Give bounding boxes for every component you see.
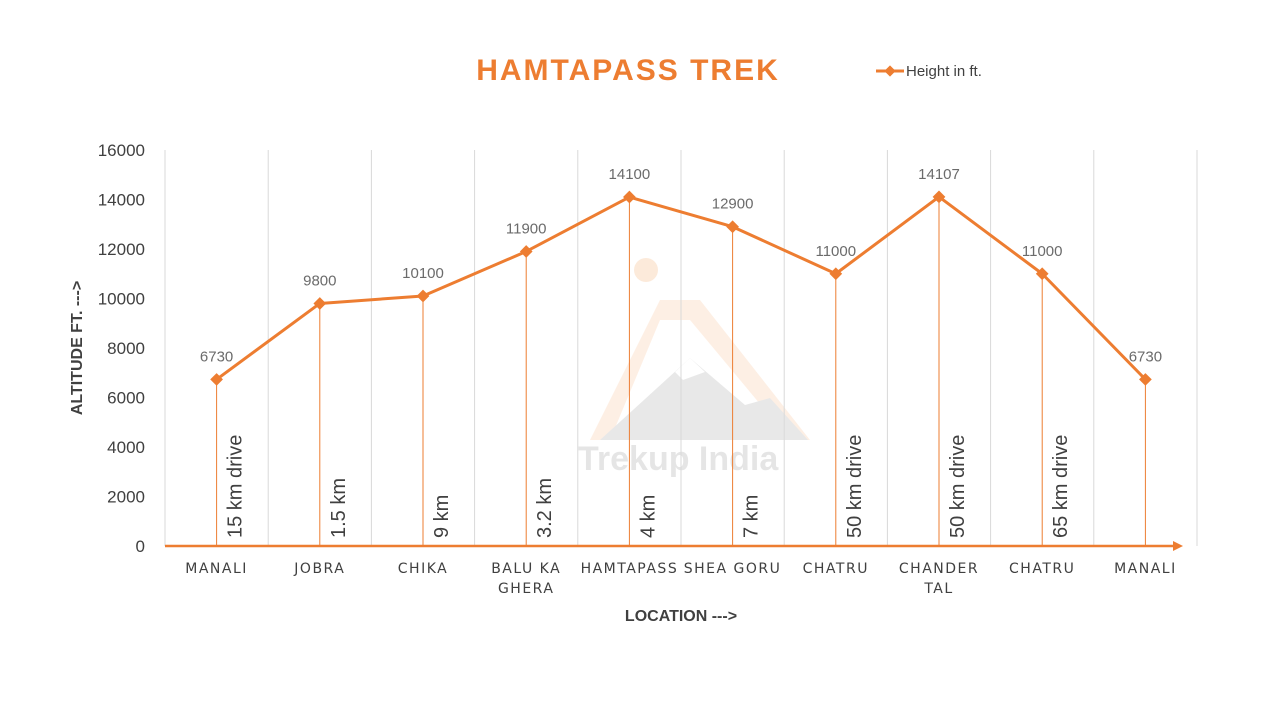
x-tick-label: JOBRA <box>293 561 345 577</box>
y-tick-label: 6000 <box>107 389 145 408</box>
x-tick-label: CHANDER TAL <box>899 561 979 597</box>
x-tick-label: CHATRU <box>1009 561 1075 577</box>
x-tick-label-line: TAL <box>923 581 953 597</box>
y-tick-label: 14000 <box>98 191 145 210</box>
y-tick-label: 4000 <box>107 438 145 457</box>
y-tick-label: 8000 <box>107 339 145 358</box>
x-tick-label: SHEA GORU <box>684 561 782 577</box>
drop-lines <box>216 196 1146 546</box>
y-tick-label: 16000 <box>98 141 145 160</box>
legend-label: Height in ft. <box>906 63 982 80</box>
segment-label: 3.2 km <box>534 478 556 538</box>
data-point <box>313 297 327 310</box>
legend-marker <box>884 65 896 77</box>
data-point <box>726 220 739 234</box>
y-tick-label: 2000 <box>107 488 145 507</box>
data-label: 6730 <box>200 348 233 365</box>
x-tick-label: BALU KA GHERA <box>491 561 561 597</box>
x-axis-arrow <box>1173 541 1183 551</box>
data-label: 9800 <box>303 272 336 289</box>
data-point <box>210 373 223 386</box>
data-label: 14100 <box>609 166 651 183</box>
x-tick-label-line: CHANDER <box>899 561 979 577</box>
x-tick-label-line: GHERA <box>498 581 554 597</box>
x-tick-label: MANALI <box>1114 561 1177 577</box>
y-tick-label: 10000 <box>98 290 145 309</box>
segment-label: 4 km <box>637 495 659 538</box>
x-tick-label-line: BALU KA <box>491 561 561 577</box>
data-label: 11000 <box>1022 243 1063 260</box>
data-label: 11900 <box>506 220 547 237</box>
segment-label: 1.5 km <box>328 478 350 538</box>
x-tick-label: HAMTAPASS <box>581 561 679 577</box>
x-tick-label: MANALI <box>185 561 248 577</box>
legend: Height in ft. <box>876 63 982 80</box>
data-point <box>519 245 533 258</box>
data-label: 10100 <box>402 265 444 282</box>
segment-label: 9 km <box>431 495 453 538</box>
watermark-logo: Trekup India <box>578 258 810 478</box>
data-point <box>416 289 430 303</box>
data-label: 12900 <box>712 196 754 213</box>
y-tick-label: 0 <box>136 537 145 556</box>
segment-label: 7 km <box>741 495 763 538</box>
data-label: 6730 <box>1129 348 1162 365</box>
x-axis-title: LOCATION ---> <box>625 608 737 625</box>
x-tick-label: CHIKA <box>398 561 448 577</box>
data-label: 11000 <box>815 243 856 260</box>
segment-label: 50 km drive <box>844 435 866 538</box>
segment-label: 15 km drive <box>225 435 247 538</box>
segment-label: 50 km drive <box>947 435 969 538</box>
labels-layer: 6730 9800 10100 11900 14100 12900 11000 14107 11… <box>200 166 1162 538</box>
chart-title: HAMTAPASS TREK <box>476 54 780 87</box>
data-point <box>623 190 636 204</box>
axes: 0 2000 4000 6000 8000 10000 12000 14000 16000 MAN… <box>98 141 1183 597</box>
data-label: 14107 <box>918 166 960 183</box>
y-axis-title: ALTITUDE FT. ---> <box>69 281 86 415</box>
segment-label: 65 km drive <box>1050 435 1072 538</box>
y-tick-label: 12000 <box>98 240 145 259</box>
x-tick-label: CHATRU <box>803 561 869 577</box>
grid-layer <box>164 150 1198 546</box>
series-line <box>215 195 1147 381</box>
watermark-text: Trekup India <box>578 440 779 478</box>
